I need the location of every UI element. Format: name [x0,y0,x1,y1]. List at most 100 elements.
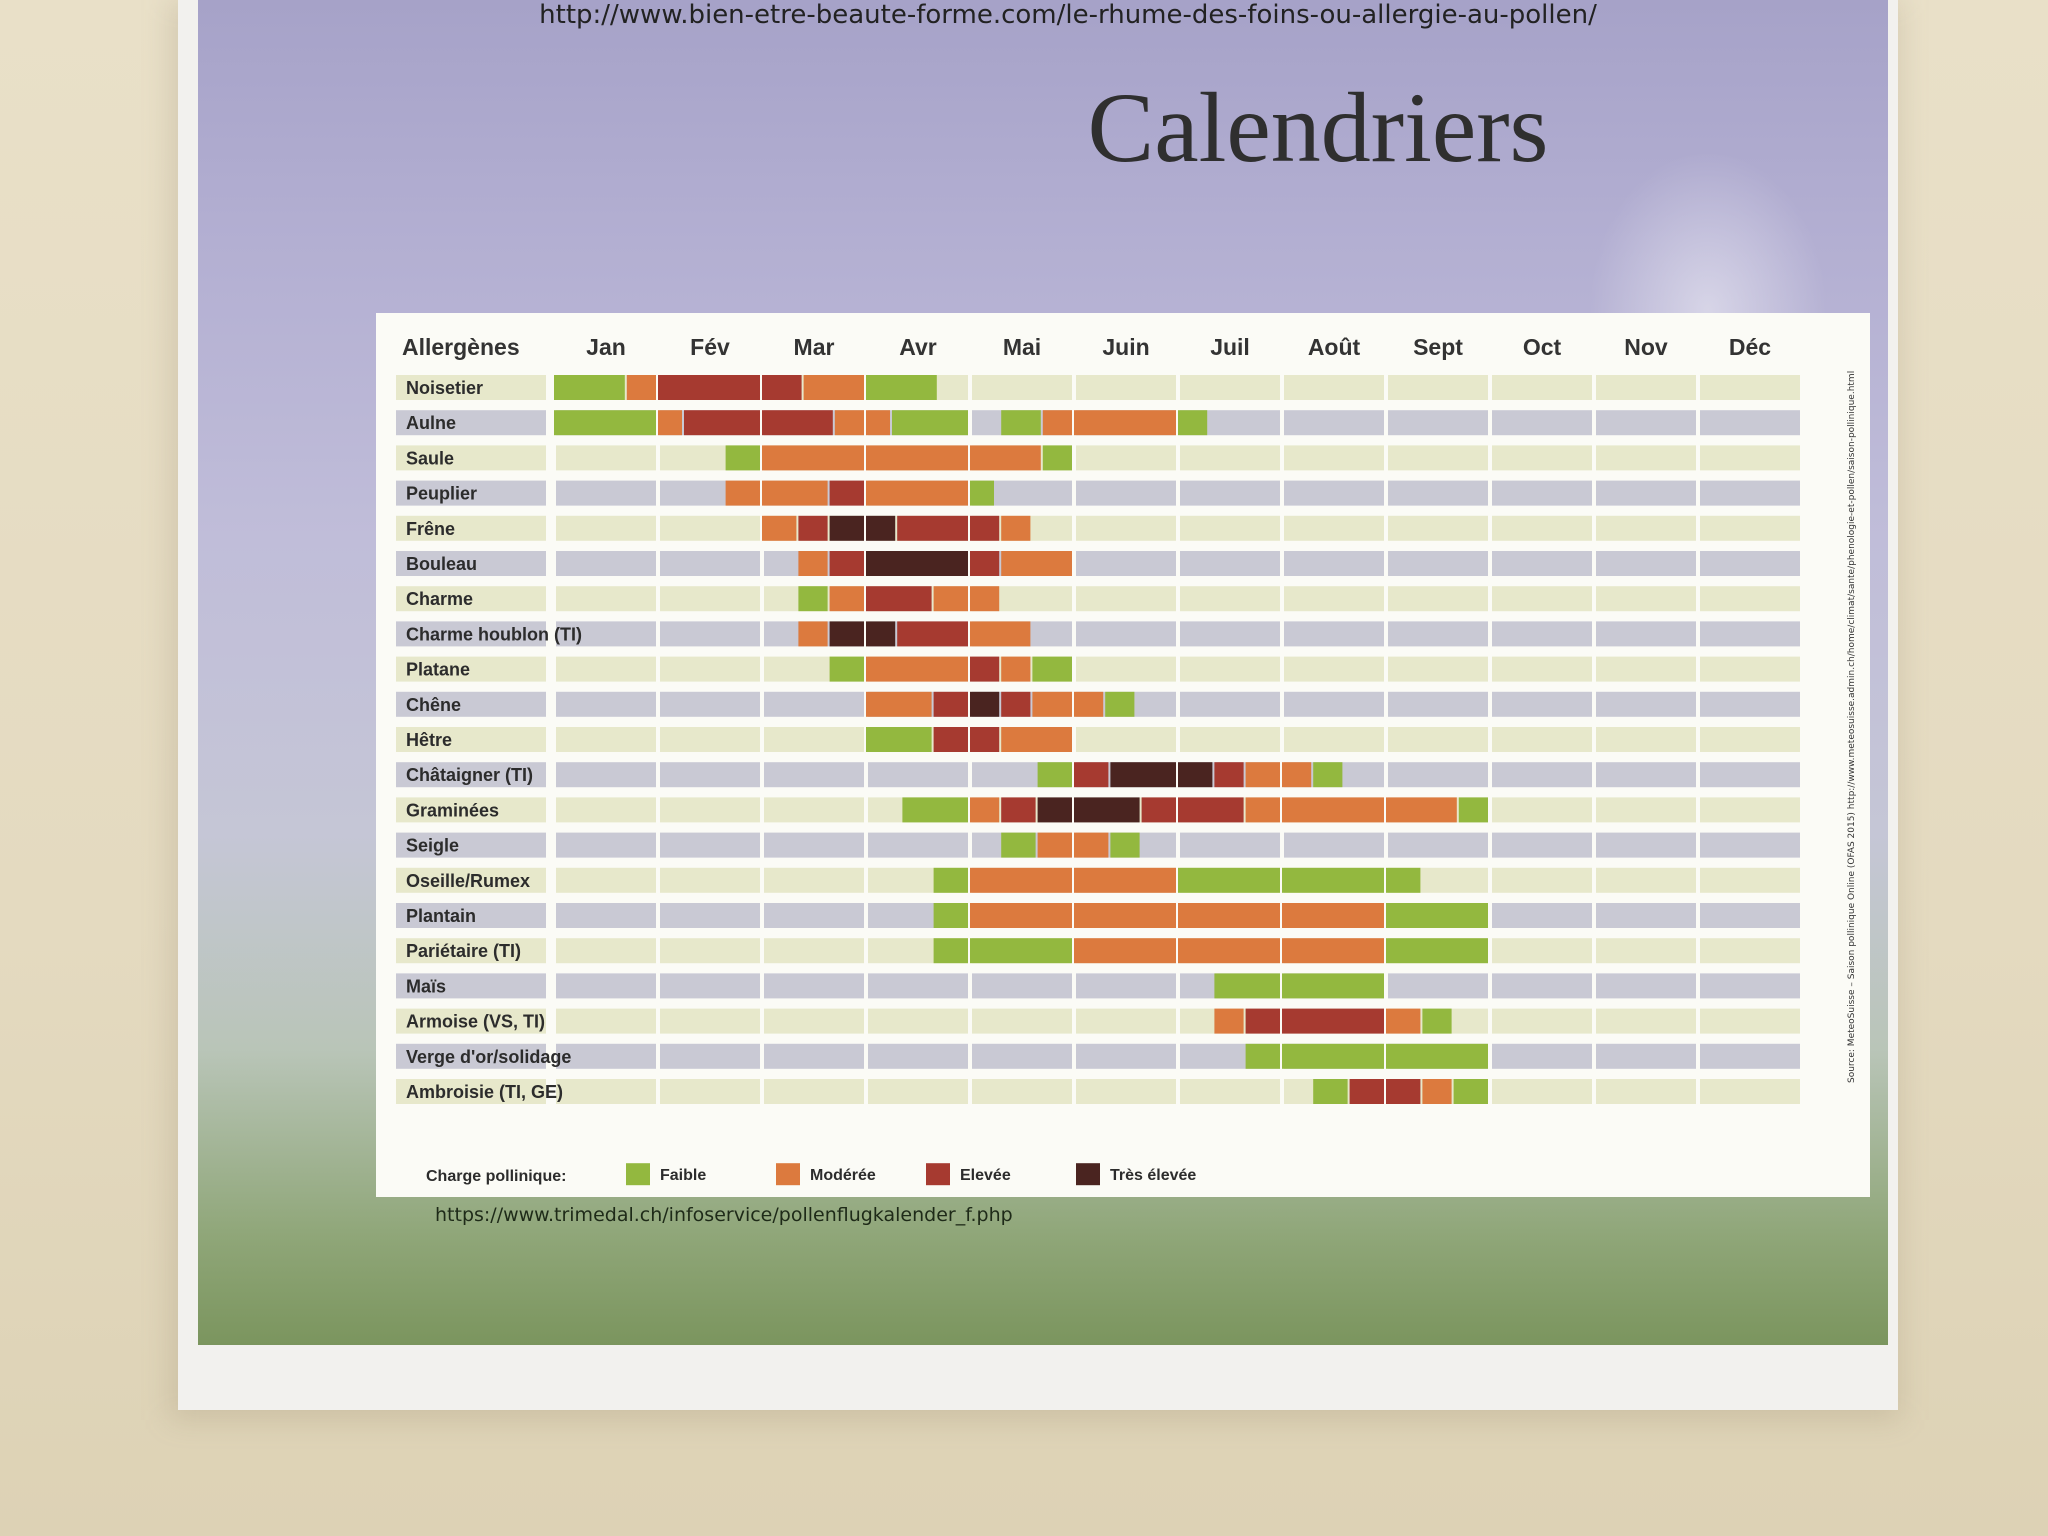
month-cell [660,1043,760,1069]
pollen-bar [725,480,760,506]
pollen-bar [970,551,1000,576]
row-label-band [396,1079,546,1104]
pollen-bar [1245,1043,1280,1069]
pollen-bar [970,586,1000,612]
pollen-bar [1386,1043,1488,1069]
month-cell [660,903,760,928]
pollen-bar [970,656,1000,682]
row-label-band [396,762,546,788]
month-cell [1388,691,1488,717]
month-cell [1284,410,1384,436]
month-cell [660,762,760,788]
legend-swatch [926,1163,950,1186]
pollen-bar [1178,938,1280,964]
month-cell [1388,375,1488,400]
pollen-bar [1386,903,1488,928]
month-cell [1596,551,1696,576]
month-cell [1388,727,1488,752]
month-cell [1700,1043,1800,1069]
source-url-top: http://www.bien-etre-beaute-forme.com/le… [539,0,1597,30]
month-cell [1700,727,1800,752]
month-cell [1492,480,1592,506]
allergen-label: Maïs [406,976,446,996]
month-cell [1492,656,1592,682]
month-cell [556,1043,656,1069]
pollen-bar [1214,1008,1244,1034]
allergen-label: Frêne [406,519,455,539]
legend-label: Faible [660,1167,706,1184]
month-cell [660,691,760,717]
pollen-bar [762,375,802,400]
poster: http://www.bien-etre-beaute-forme.com/le… [198,0,1888,1345]
pollen-bar [1074,410,1176,436]
legend-title: Charge pollinique: [426,1168,566,1185]
pollen-bar [1453,1079,1488,1104]
legend-swatch [626,1163,650,1186]
row-label-band [396,691,546,717]
month-cell [1388,410,1488,436]
month-cell [868,1079,968,1104]
row-label-band [396,621,546,647]
pollen-bar [1074,867,1176,893]
pollen-bar [897,621,968,647]
pollen-bar [658,410,682,436]
pollen-bar [1001,515,1031,541]
pollen-bar [933,727,968,752]
month-cell [1076,1079,1176,1104]
pollen-bar [762,445,864,471]
month-cell [1180,727,1280,752]
pollen-bar [866,621,896,647]
month-cell [1492,375,1592,400]
pollen-bar [970,867,1072,893]
month-cell [1284,832,1384,858]
month-cell [660,1079,760,1104]
row-label-band [396,727,546,752]
month-cell [1596,867,1696,893]
month-cell [660,973,760,999]
month-cell [1492,1008,1592,1034]
pollen-bar [1032,691,1072,717]
month-cell [1076,1043,1176,1069]
month-cell [1700,797,1800,823]
row-label-band [396,867,546,893]
month-cell [556,586,656,612]
pollen-bar [897,515,968,541]
legend-swatch [776,1163,800,1186]
pollen-bar [1074,691,1104,717]
month-cell [1492,1043,1592,1069]
allergen-label: Plantain [406,906,476,926]
month-cell [1596,691,1696,717]
row-label-band [396,903,546,928]
pollen-bar [1178,867,1280,893]
month-cell [1492,410,1592,436]
pollen-bar [1074,903,1176,928]
pollen-bar [1422,1008,1452,1034]
month-header: Avr [899,334,937,360]
month-cell [1700,375,1800,400]
month-cell [660,867,760,893]
pollen-bar [762,515,797,541]
month-cell [1076,480,1176,506]
month-cell [556,691,656,717]
month-cell [1596,656,1696,682]
allergen-label: Charme [406,589,473,609]
month-cell [972,1079,1072,1104]
pollen-bar [866,445,968,471]
month-cell [1284,656,1384,682]
pollen-bar [970,480,994,506]
row-label-band [396,938,546,964]
source-url-bottom: https://www.trimedal.ch/infoservice/poll… [435,1204,1013,1226]
month-cell [1700,903,1800,928]
month-cell [556,515,656,541]
month-cell [556,938,656,964]
month-cell [1596,762,1696,788]
month-cell [1700,515,1800,541]
pollen-bar [866,551,968,576]
month-cell [1596,621,1696,647]
month-cell [1180,691,1280,717]
pollen-bar [866,586,932,612]
month-header: Nov [1624,334,1668,360]
row-label-band [396,480,546,506]
month-cell [972,375,1072,400]
allergen-label: Oseille/Rumex [406,871,530,891]
